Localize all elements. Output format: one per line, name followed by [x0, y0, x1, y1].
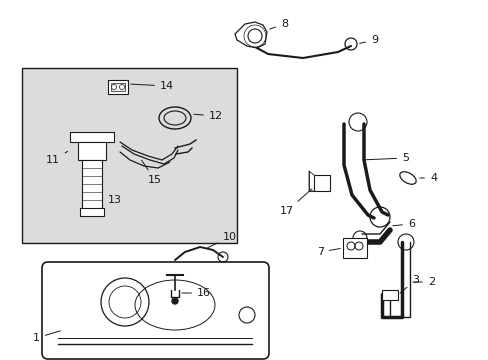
Circle shape [119, 85, 124, 90]
Bar [82, 160, 102, 212]
Bar [381, 290, 397, 300]
Bar [313, 175, 329, 191]
Bar [70, 132, 114, 142]
Text: 6: 6 [392, 219, 414, 229]
Bar [342, 238, 366, 258]
Text: 5: 5 [362, 153, 408, 163]
Circle shape [172, 298, 178, 304]
Bar [80, 208, 104, 216]
Text: 3: 3 [399, 275, 418, 293]
Text: 13: 13 [84, 191, 122, 205]
Text: 11: 11 [46, 152, 67, 165]
Text: 10: 10 [207, 232, 237, 248]
Text: 16: 16 [182, 288, 210, 298]
Text: 9: 9 [359, 35, 377, 45]
Text: 15: 15 [142, 160, 162, 185]
Bar [111, 83, 125, 91]
Circle shape [111, 85, 116, 90]
Text: 7: 7 [316, 247, 340, 257]
Text: 4: 4 [419, 173, 436, 183]
Text: 1: 1 [33, 331, 60, 343]
Bar [108, 80, 128, 94]
FancyBboxPatch shape [42, 262, 268, 359]
Text: 12: 12 [193, 111, 223, 121]
Text: 14: 14 [130, 81, 174, 91]
Text: 8: 8 [269, 19, 287, 29]
Bar [22, 68, 237, 243]
Text: 17: 17 [280, 189, 311, 216]
Bar [78, 142, 106, 160]
Text: 2: 2 [412, 277, 434, 287]
